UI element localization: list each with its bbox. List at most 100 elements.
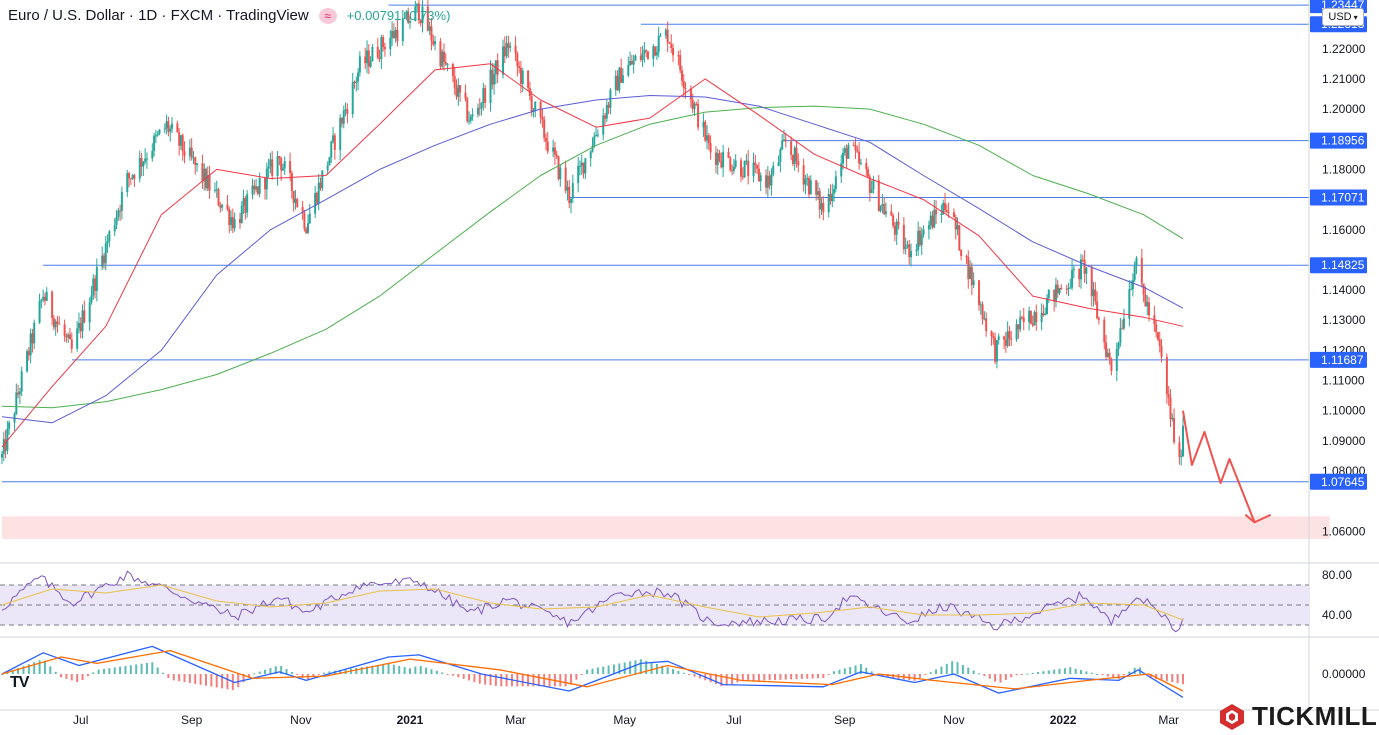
candle — [747, 150, 750, 185]
candle-body — [192, 157, 195, 159]
candle — [1105, 335, 1108, 361]
candle-body — [933, 209, 936, 228]
macd-tick-label: 0.00000 — [1322, 667, 1366, 681]
candle-body — [355, 81, 358, 84]
candle-body — [809, 180, 812, 195]
candle — [779, 147, 782, 173]
candle-body — [543, 119, 546, 138]
candle — [784, 132, 787, 148]
candle-body — [634, 55, 637, 61]
candle-body — [509, 45, 512, 48]
candle-body — [519, 68, 522, 84]
candle-body — [31, 333, 34, 344]
currency-button[interactable]: USD ▾ — [1322, 8, 1364, 26]
candle — [421, 0, 424, 33]
candle — [154, 129, 157, 144]
macd-histogram-bar — [532, 674, 535, 687]
macd-histogram-bar — [752, 674, 755, 681]
candle — [854, 138, 857, 159]
candle — [668, 41, 671, 44]
macd-histogram-bar — [822, 674, 825, 679]
timeframe[interactable]: 1D — [138, 7, 158, 24]
candle — [391, 21, 394, 46]
macd-histogram-bar — [994, 674, 997, 682]
candle — [40, 298, 43, 309]
time-tick-label: 2021 — [397, 713, 424, 727]
macd-histogram-bar — [473, 674, 476, 683]
candle — [42, 289, 45, 303]
candle-body — [40, 299, 43, 301]
macd-histogram-bar — [199, 674, 202, 685]
candle — [645, 49, 648, 57]
macd-histogram-bar — [645, 660, 648, 674]
candle-body — [704, 121, 707, 141]
candle — [1160, 338, 1163, 363]
projection-arrowhead — [1244, 513, 1272, 524]
macd-histogram-bar — [60, 674, 63, 678]
macd-histogram-bar — [591, 668, 594, 674]
candle — [883, 196, 886, 216]
candle-body — [451, 64, 454, 77]
candle — [76, 321, 79, 352]
macd-histogram-bar — [258, 671, 261, 674]
candle — [208, 165, 211, 199]
candle-body — [784, 139, 787, 142]
candle — [978, 279, 981, 311]
candle-body — [33, 322, 36, 344]
candle-body — [217, 189, 220, 206]
candle-body — [1054, 284, 1057, 302]
candle-body — [414, 6, 417, 22]
macd-histogram-bar — [135, 664, 138, 674]
candle-body — [743, 160, 746, 178]
candle-body — [516, 53, 519, 67]
candle — [666, 21, 669, 53]
candle-body — [113, 225, 116, 232]
candle — [578, 160, 581, 176]
candle-body — [645, 49, 648, 52]
candle-body — [954, 217, 957, 230]
candle — [383, 42, 386, 57]
candle — [355, 76, 358, 92]
candle-body — [367, 50, 370, 67]
candle — [1042, 304, 1045, 317]
candle-body — [931, 215, 934, 228]
compare-icon[interactable]: ≈ — [318, 7, 337, 24]
candle — [26, 349, 29, 373]
candle — [981, 301, 984, 325]
candle-body — [1146, 302, 1149, 307]
candle-body — [391, 31, 394, 38]
time-tick-label: Sep — [834, 713, 856, 727]
candle-body — [240, 205, 243, 224]
candle — [952, 208, 955, 218]
candle-body — [38, 300, 41, 323]
macd-histogram-bar — [527, 674, 530, 687]
candle-body — [133, 175, 136, 179]
candle-body — [922, 229, 925, 235]
candle-body — [847, 145, 850, 159]
candle-body — [176, 123, 179, 133]
candle-body — [1033, 312, 1036, 326]
candle-body — [571, 183, 574, 199]
candle-body — [51, 291, 54, 319]
candle — [358, 51, 361, 77]
macd-histogram-bar — [929, 672, 932, 674]
candle — [357, 68, 360, 91]
candle-body — [689, 88, 692, 100]
candle — [856, 145, 859, 154]
candle-body — [664, 29, 667, 36]
candle — [557, 155, 560, 181]
candle-body — [294, 199, 297, 203]
candle-body — [1108, 352, 1111, 359]
candle-body — [383, 47, 386, 50]
candle-body — [158, 129, 161, 134]
time-tick-label: Jul — [726, 713, 741, 727]
candle — [1094, 282, 1097, 305]
candle-body — [169, 128, 172, 132]
candle-body — [956, 225, 959, 230]
candle — [1115, 342, 1118, 382]
candle — [38, 293, 41, 324]
candle-body — [754, 162, 757, 165]
candle — [1103, 316, 1106, 350]
price-tick-label: 1.06000 — [1322, 524, 1366, 538]
